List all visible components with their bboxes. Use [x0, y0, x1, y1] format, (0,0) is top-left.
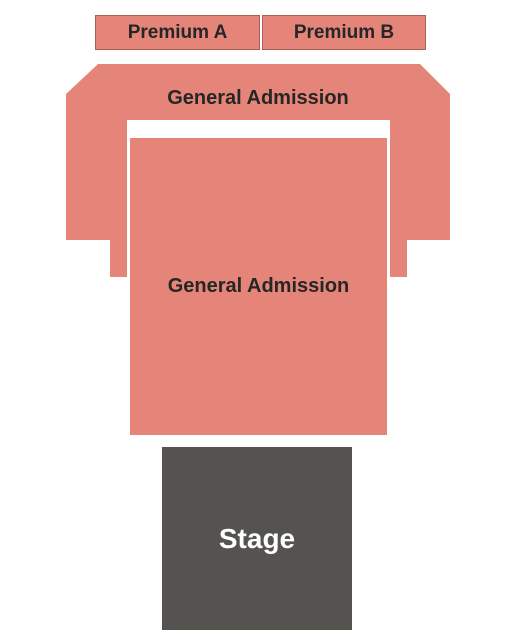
stage-section: Stage — [162, 447, 352, 630]
premium-a-label: Premium A — [128, 22, 228, 44]
seating-chart: General Admission Premium A Premium B Ge… — [0, 0, 525, 635]
ga-inner-label: General Admission — [168, 275, 350, 298]
premium-b-section[interactable]: Premium B — [262, 15, 426, 50]
stage-label: Stage — [219, 523, 295, 555]
ga-outer-label: General Admission — [167, 87, 349, 110]
ga-inner-section[interactable]: General Admission — [130, 138, 387, 435]
premium-a-section[interactable]: Premium A — [95, 15, 260, 50]
premium-b-label: Premium B — [294, 22, 394, 44]
